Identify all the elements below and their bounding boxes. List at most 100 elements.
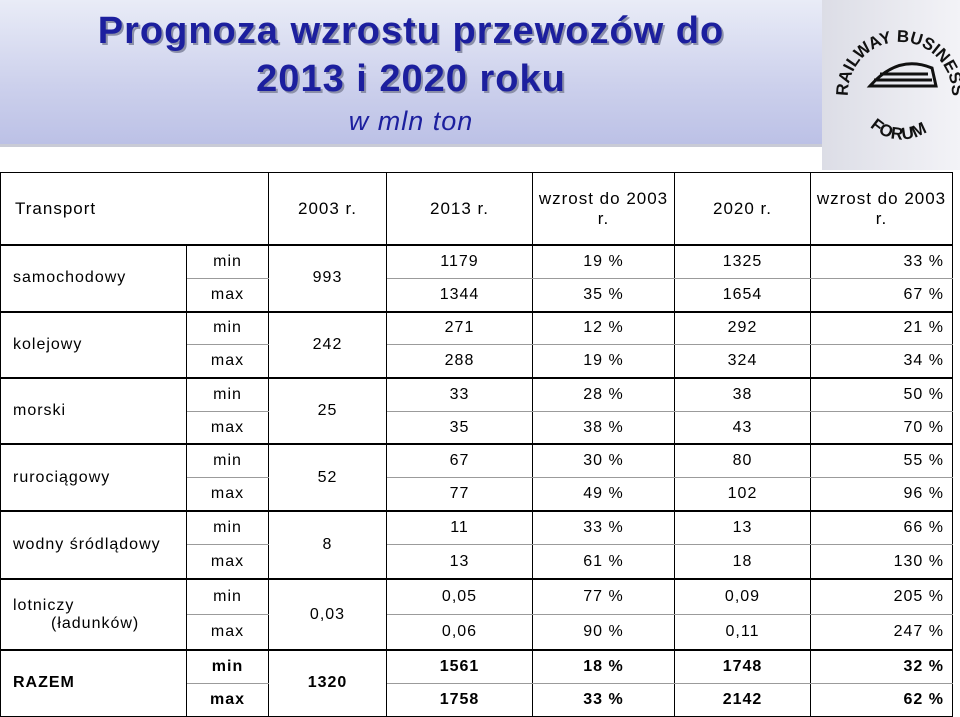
- value-2020: 80: [674, 443, 811, 479]
- transport-name: wodny śródlądowy: [0, 509, 187, 580]
- growth-2020: 33 %: [810, 244, 953, 279]
- table-row-total: max 1758 33 % 2142 62 %: [1, 682, 953, 717]
- value-2013: 1758: [386, 682, 533, 717]
- range-label: min: [186, 244, 269, 279]
- value-2003: 1320: [268, 648, 387, 717]
- value-2013: 1561: [386, 648, 533, 684]
- value-2013: 0,06: [386, 614, 533, 651]
- value-2020: 0,09: [674, 578, 811, 616]
- growth-2013: 35 %: [532, 277, 675, 313]
- range-label: min: [186, 648, 269, 684]
- table-row: lotniczy (ładunków) min 0,03 0,05 77 % 0…: [0, 578, 953, 651]
- value-2013: 0,05: [386, 578, 533, 616]
- value-2020: 38: [674, 376, 811, 412]
- growth-2013: 12 %: [532, 310, 675, 346]
- table-row: max 13 61 % 18 130 %: [1, 543, 953, 580]
- header-growth-2020: wzrost do 2003 r.: [810, 172, 953, 246]
- growth-2013: 19 %: [532, 344, 675, 379]
- header-2013: 2013 r.: [386, 172, 533, 246]
- value-2013: 1344: [386, 277, 533, 313]
- growth-2013: 19 %: [532, 244, 675, 279]
- value-2020: 102: [674, 477, 811, 512]
- growth-2020: 55 %: [810, 443, 953, 479]
- table-row: rurociągowy min 52 67 30 % 80 55 %: [0, 443, 953, 512]
- growth-2020: 66 %: [810, 509, 953, 545]
- growth-2020: 205 %: [810, 578, 953, 616]
- growth-2020: 96 %: [810, 477, 953, 512]
- growth-2020: 70 %: [810, 410, 953, 445]
- transport-name: morski: [0, 376, 187, 445]
- growth-2020: 62 %: [810, 682, 953, 717]
- value-2003: 8: [268, 509, 387, 580]
- range-label: max: [186, 614, 269, 651]
- transport-name: rurociągowy: [0, 443, 187, 512]
- value-2013: 33: [386, 376, 533, 412]
- table-row: max 1344 35 % 1654 67 %: [1, 277, 953, 313]
- page-title-line-1: Prognoza wzrostu przewozów do: [97, 10, 725, 52]
- growth-2013: 33 %: [532, 509, 675, 545]
- growth-2013: 90 %: [532, 614, 675, 651]
- svg-text:FORUM: FORUM: [867, 115, 929, 144]
- value-2003: 993: [268, 244, 387, 313]
- value-2013: 288: [386, 344, 533, 379]
- transport-name: samochodowy: [0, 244, 187, 313]
- value-2020: 18: [674, 543, 811, 580]
- growth-2013: 28 %: [532, 376, 675, 412]
- value-2020: 2142: [674, 682, 811, 717]
- table-row: max 288 19 % 324 34 %: [1, 344, 953, 379]
- value-2013: 13: [386, 543, 533, 580]
- table-row: max 0,06 90 % 0,11 247 %: [1, 614, 953, 651]
- value-2020: 1748: [674, 648, 811, 684]
- growth-2013: 30 %: [532, 443, 675, 479]
- transport-name-line-1: lotniczy: [13, 596, 75, 614]
- transport-name-line-2: (ładunków): [51, 614, 140, 632]
- table-row: max 77 49 % 102 96 %: [1, 477, 953, 512]
- range-label: max: [186, 410, 269, 445]
- range-label: max: [186, 682, 269, 717]
- growth-2013: 38 %: [532, 410, 675, 445]
- table-header-row: Transport 2003 r. 2013 r. wzrost do 2003…: [0, 172, 953, 246]
- value-2003: 25: [268, 376, 387, 445]
- table-row: max 35 38 % 43 70 %: [1, 410, 953, 445]
- value-2020: 292: [674, 310, 811, 346]
- growth-2013: 33 %: [532, 682, 675, 717]
- growth-2013: 77 %: [532, 578, 675, 616]
- value-2020: 1654: [674, 277, 811, 313]
- header-2020: 2020 r.: [674, 172, 811, 246]
- growth-2020: 32 %: [810, 648, 953, 684]
- value-2013: 67: [386, 443, 533, 479]
- range-label: min: [186, 310, 269, 346]
- table-row: wodny śródlądowy min 8 11 33 % 13 66 %: [0, 509, 953, 580]
- value-2013: 271: [386, 310, 533, 346]
- table-row-total: RAZEM min 1320 1561 18 % 1748 32 %: [0, 648, 953, 717]
- table-row: samochodowy min 993 1179 19 % 1325 33 %: [0, 244, 953, 313]
- range-label: max: [186, 344, 269, 379]
- value-2003: 52: [268, 443, 387, 512]
- transport-name: kolejowy: [0, 310, 187, 379]
- range-label: max: [186, 543, 269, 580]
- page-title-line-2: 2013 i 2020 roku: [256, 58, 566, 100]
- table-row: kolejowy min 242 271 12 % 292 21 %: [0, 310, 953, 379]
- growth-2020: 34 %: [810, 344, 953, 379]
- value-2003: 0,03: [268, 578, 387, 651]
- page-subtitle: w mln ton: [348, 106, 474, 136]
- value-2020: 43: [674, 410, 811, 445]
- value-2013: 11: [386, 509, 533, 545]
- growth-2013: 49 %: [532, 477, 675, 512]
- range-label: min: [186, 578, 269, 616]
- growth-2020: 21 %: [810, 310, 953, 346]
- table-row: morski min 25 33 28 % 38 50 %: [0, 376, 953, 445]
- range-label: min: [186, 443, 269, 479]
- growth-2013: 61 %: [532, 543, 675, 580]
- range-label: min: [186, 376, 269, 412]
- value-2013: 77: [386, 477, 533, 512]
- value-2020: 13: [674, 509, 811, 545]
- transport-name: lotniczy (ładunków): [0, 578, 187, 651]
- range-label: max: [186, 477, 269, 512]
- forecast-table: Transport 2003 r. 2013 r. wzrost do 2003…: [0, 172, 953, 717]
- growth-2013: 18 %: [532, 648, 675, 684]
- value-2020: 0,11: [674, 614, 811, 651]
- growth-2020: 50 %: [810, 376, 953, 412]
- growth-2020: 130 %: [810, 543, 953, 580]
- header-2003: 2003 r.: [268, 172, 387, 246]
